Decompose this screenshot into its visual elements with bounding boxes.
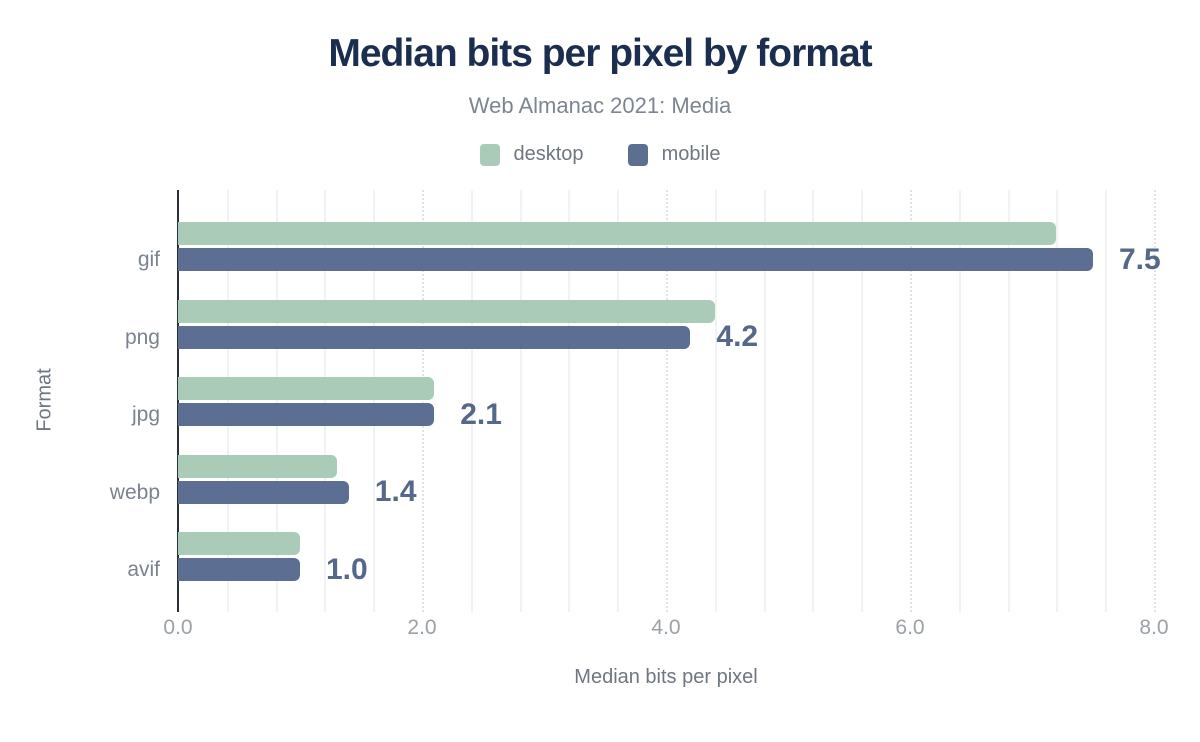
- y-axis-line: [177, 190, 179, 612]
- x-tick-0.0: 0.0: [163, 616, 193, 639]
- minor-gridline: [958, 190, 961, 612]
- category-label-png: png: [124, 325, 160, 349]
- bar-desktop-webp: [178, 454, 337, 478]
- minor-gridline: [519, 190, 522, 612]
- x-tick-2.0: 2.0: [407, 616, 437, 639]
- desktop-swatch-icon: [479, 143, 500, 166]
- minor-gridline: [568, 190, 571, 612]
- category-label-avif: avif: [127, 558, 160, 581]
- minor-gridline: [470, 190, 473, 612]
- bar-desktop-jpg: [178, 377, 435, 400]
- value-label-avif: 1.0: [326, 552, 368, 586]
- minor-gridline: [763, 190, 766, 612]
- bar-mobile-jpg: [178, 403, 435, 426]
- minor-gridline: [714, 190, 717, 612]
- minor-gridline: [861, 190, 864, 612]
- legend-label-desktop: desktop: [513, 143, 584, 165]
- x-axis-title: Median bits per pixel: [574, 666, 758, 688]
- value-label-webp: 1.4: [374, 475, 417, 508]
- category-label-jpg: jpg: [131, 403, 160, 426]
- mobile-swatch-icon: [627, 143, 648, 166]
- minor-gridline: [1007, 190, 1010, 612]
- x-tick-6.0: 6.0: [895, 616, 925, 639]
- bar-mobile-gif: [178, 248, 1093, 271]
- minor-gridline: [812, 190, 815, 612]
- legend-item-mobile: mobile: [627, 143, 721, 166]
- minor-gridline: [226, 190, 229, 612]
- major-gridline: [422, 190, 424, 612]
- bar-mobile-webp: [178, 480, 349, 504]
- chart-title: Median bits per pixel by format: [328, 32, 872, 75]
- minor-gridline: [324, 190, 327, 612]
- value-label-jpg: 2.1: [460, 397, 502, 431]
- minor-gridline: [617, 190, 620, 612]
- value-label-png: 4.2: [716, 320, 759, 353]
- category-label-gif: gif: [137, 248, 160, 271]
- bar-mobile-avif: [178, 558, 300, 581]
- major-gridline: [910, 190, 912, 612]
- minor-gridline: [1105, 190, 1108, 612]
- bar-desktop-gif: [178, 222, 1057, 245]
- value-label-gif: 7.5: [1119, 242, 1161, 276]
- bar-desktop-png: [178, 299, 715, 323]
- bar-mobile-png: [178, 325, 691, 349]
- bar-desktop-avif: [178, 532, 300, 555]
- x-tick-8.0: 8.0: [1139, 616, 1169, 639]
- y-axis-title: Format: [33, 368, 56, 432]
- minor-gridline: [1056, 190, 1059, 612]
- x-tick-4.0: 4.0: [651, 616, 681, 639]
- legend-item-desktop: desktop: [479, 143, 584, 166]
- major-gridline: [1154, 190, 1156, 612]
- minor-gridline: [275, 190, 278, 612]
- minor-gridline: [373, 190, 376, 612]
- legend: desktop mobile: [0, 143, 1200, 166]
- category-label-webp: webp: [109, 480, 160, 504]
- chart-subtitle: Web Almanac 2021: Media: [468, 93, 732, 118]
- major-gridline: [666, 190, 668, 612]
- legend-label-mobile: mobile: [661, 143, 721, 165]
